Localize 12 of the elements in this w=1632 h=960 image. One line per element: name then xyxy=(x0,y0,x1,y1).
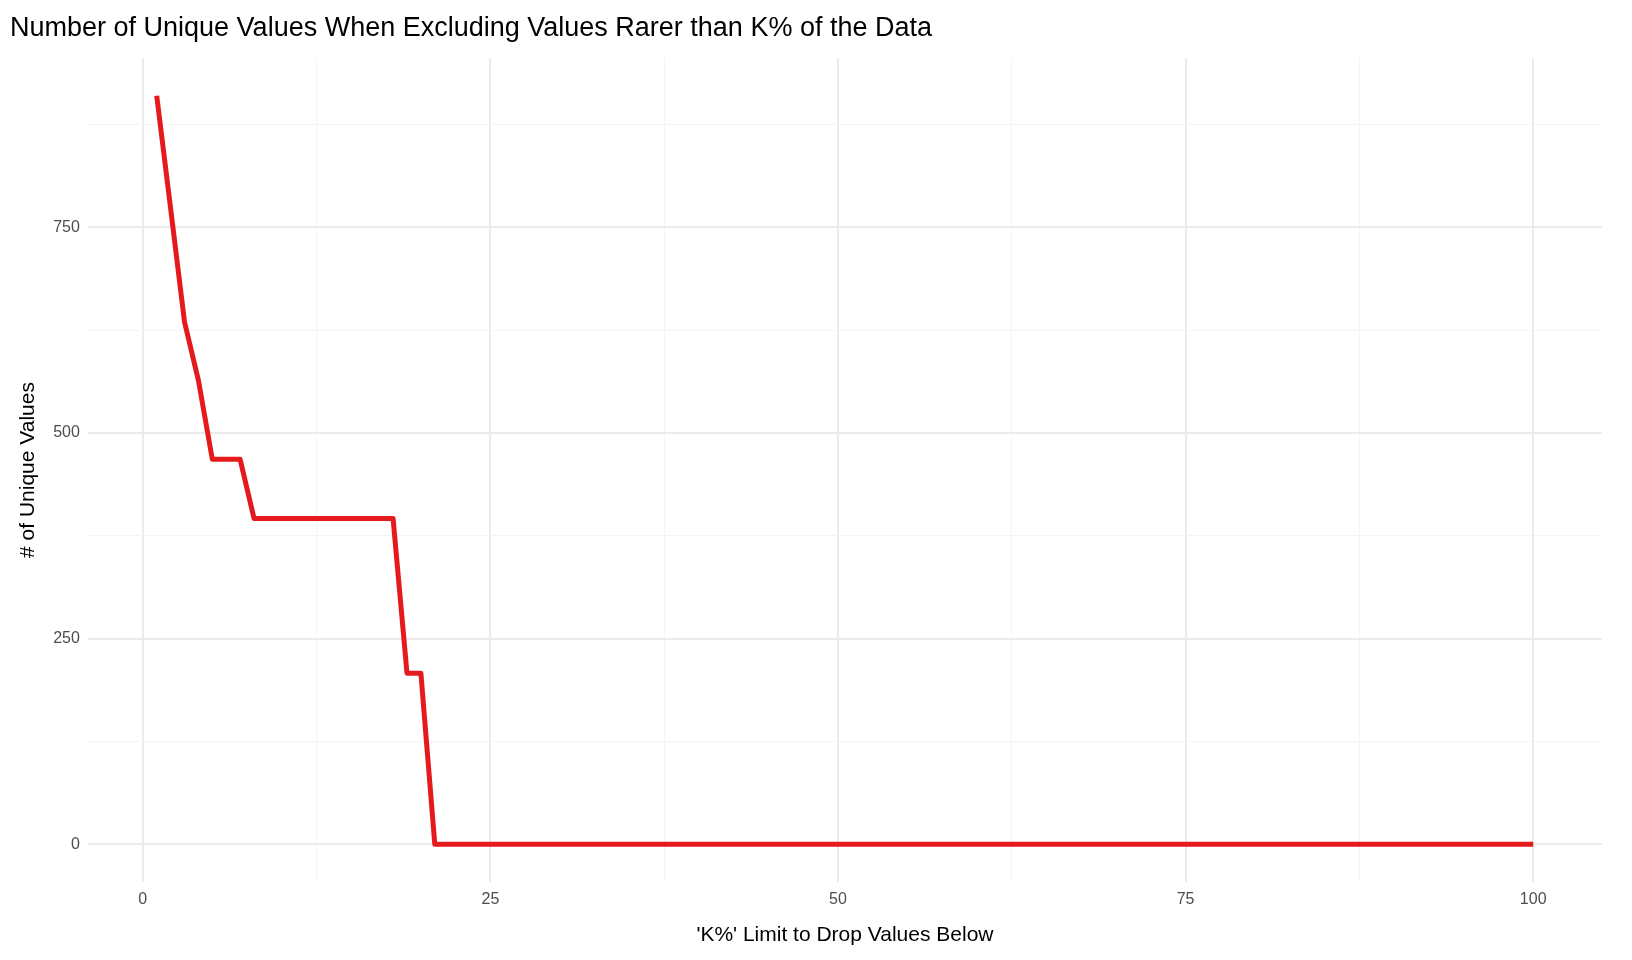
x-axis-title: 'K%' Limit to Drop Values Below xyxy=(696,922,995,946)
x-tick-label: 25 xyxy=(481,889,500,907)
y-tick-label: 250 xyxy=(53,628,80,646)
x-tick-label: 50 xyxy=(829,889,847,907)
chart-title: Number of Unique Values When Excluding Values Rarer than K% of the Data xyxy=(10,11,933,42)
y-tick-label: 750 xyxy=(53,217,80,235)
x-tick-label: 100 xyxy=(1519,889,1547,907)
x-tick-label: 0 xyxy=(138,889,148,907)
y-axis-title: # of Unique Values xyxy=(15,382,39,558)
x-tick-label: 75 xyxy=(1176,889,1195,907)
y-tick-label: 0 xyxy=(70,834,80,852)
y-tick-label: 500 xyxy=(53,423,80,441)
